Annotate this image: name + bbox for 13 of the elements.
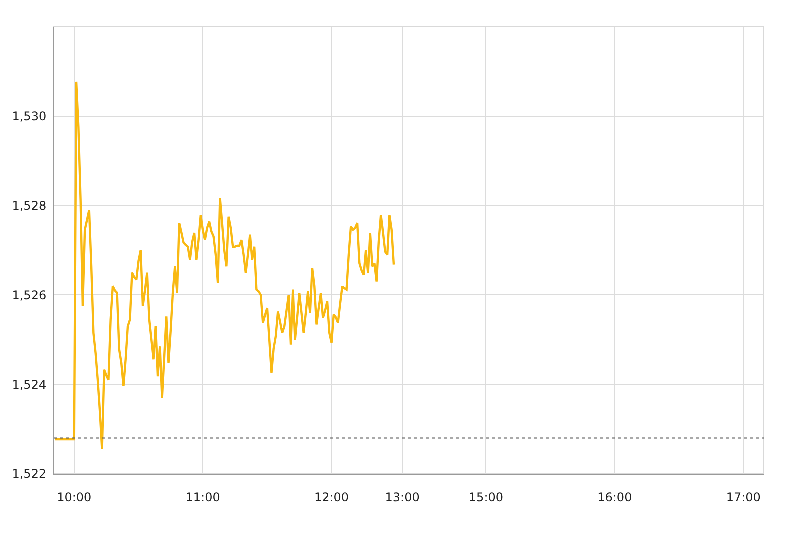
x-tick-label: 12:00 — [314, 490, 350, 504]
x-tick-label: 11:00 — [186, 490, 220, 504]
x-tick-label: 16:00 — [598, 490, 632, 504]
x-tick-label: 13:00 — [385, 490, 420, 504]
y-tick-label: 1,530 — [12, 110, 47, 124]
y-tick-label: 1,524 — [12, 378, 47, 392]
y-tick-label: 1,528 — [12, 199, 47, 213]
y-tick-label: 1,526 — [12, 288, 47, 302]
y-tick-label: 1,522 — [12, 467, 47, 482]
x-tick-label: 15:00 — [468, 490, 504, 504]
x-tick-label: 10:00 — [57, 490, 92, 504]
x-tick-label: 17:00 — [726, 490, 761, 504]
line-series — [54, 80, 396, 451]
